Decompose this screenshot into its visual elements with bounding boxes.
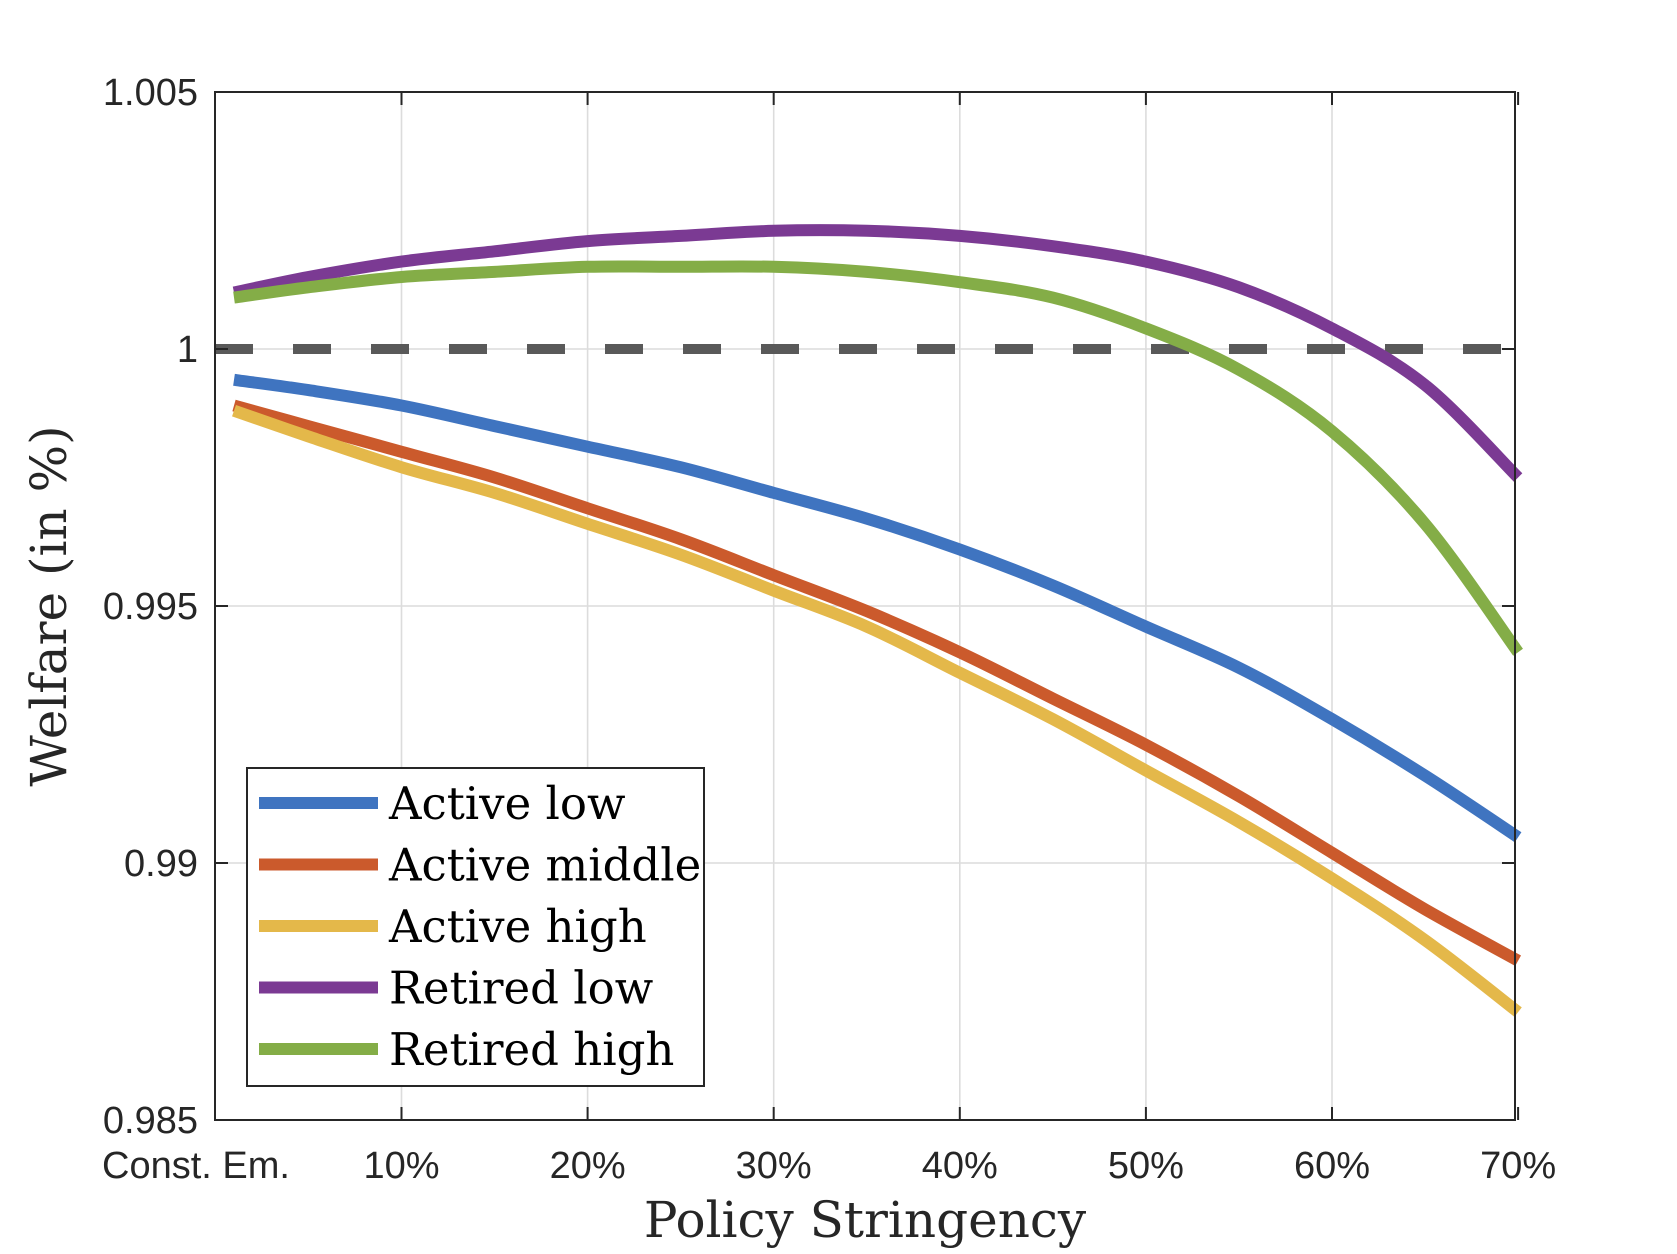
legend: Active low Active middle Active high Retire…	[246, 767, 705, 1087]
legend-label-active-low: Active low	[388, 777, 626, 830]
y-tick-label: 1.005	[103, 72, 198, 114]
x-tick-label: 60%	[1294, 1145, 1370, 1187]
y-tick-label: 0.99	[124, 843, 198, 885]
y-tick-label: 0.995	[103, 586, 198, 628]
y-axis-title: Welfare (in %)	[20, 425, 78, 786]
legend-label-retired-low: Retired low	[389, 962, 653, 1015]
x-tick-label: 10%	[363, 1145, 439, 1187]
series-line-active-high	[232, 405, 1522, 1017]
x-tick-label: Const. Em.	[102, 1145, 290, 1187]
x-tick-label: 40%	[922, 1145, 998, 1187]
x-tick-labels: Const. Em. 10% 20% 30% 40% 50% 60% 70%	[102, 1145, 1556, 1187]
legend-label-retired-high: Retired high	[389, 1023, 674, 1076]
x-axis-title: Policy Stringency	[644, 1191, 1087, 1249]
legend-label-active-middle: Active middle	[388, 839, 701, 892]
x-tick-label: 30%	[736, 1145, 812, 1187]
ticks	[215, 91, 1520, 1121]
y-tick-labels: 0.985 0.99 0.995 1 1.005	[103, 72, 198, 1142]
series-layer	[232, 224, 1523, 1017]
series-line-active-low	[233, 373, 1522, 843]
legend-label-active-high: Active high	[388, 900, 647, 953]
series-line-retired-high	[233, 260, 1523, 656]
x-tick-label: 50%	[1108, 1145, 1184, 1187]
x-tick-label: 70%	[1480, 1145, 1556, 1187]
y-tick-label: 0.985	[103, 1100, 198, 1142]
y-tick-label: 1	[177, 329, 198, 371]
series-line-active-middle	[232, 399, 1522, 966]
x-tick-label: 20%	[550, 1145, 626, 1187]
series-line-retired-low	[232, 224, 1523, 482]
